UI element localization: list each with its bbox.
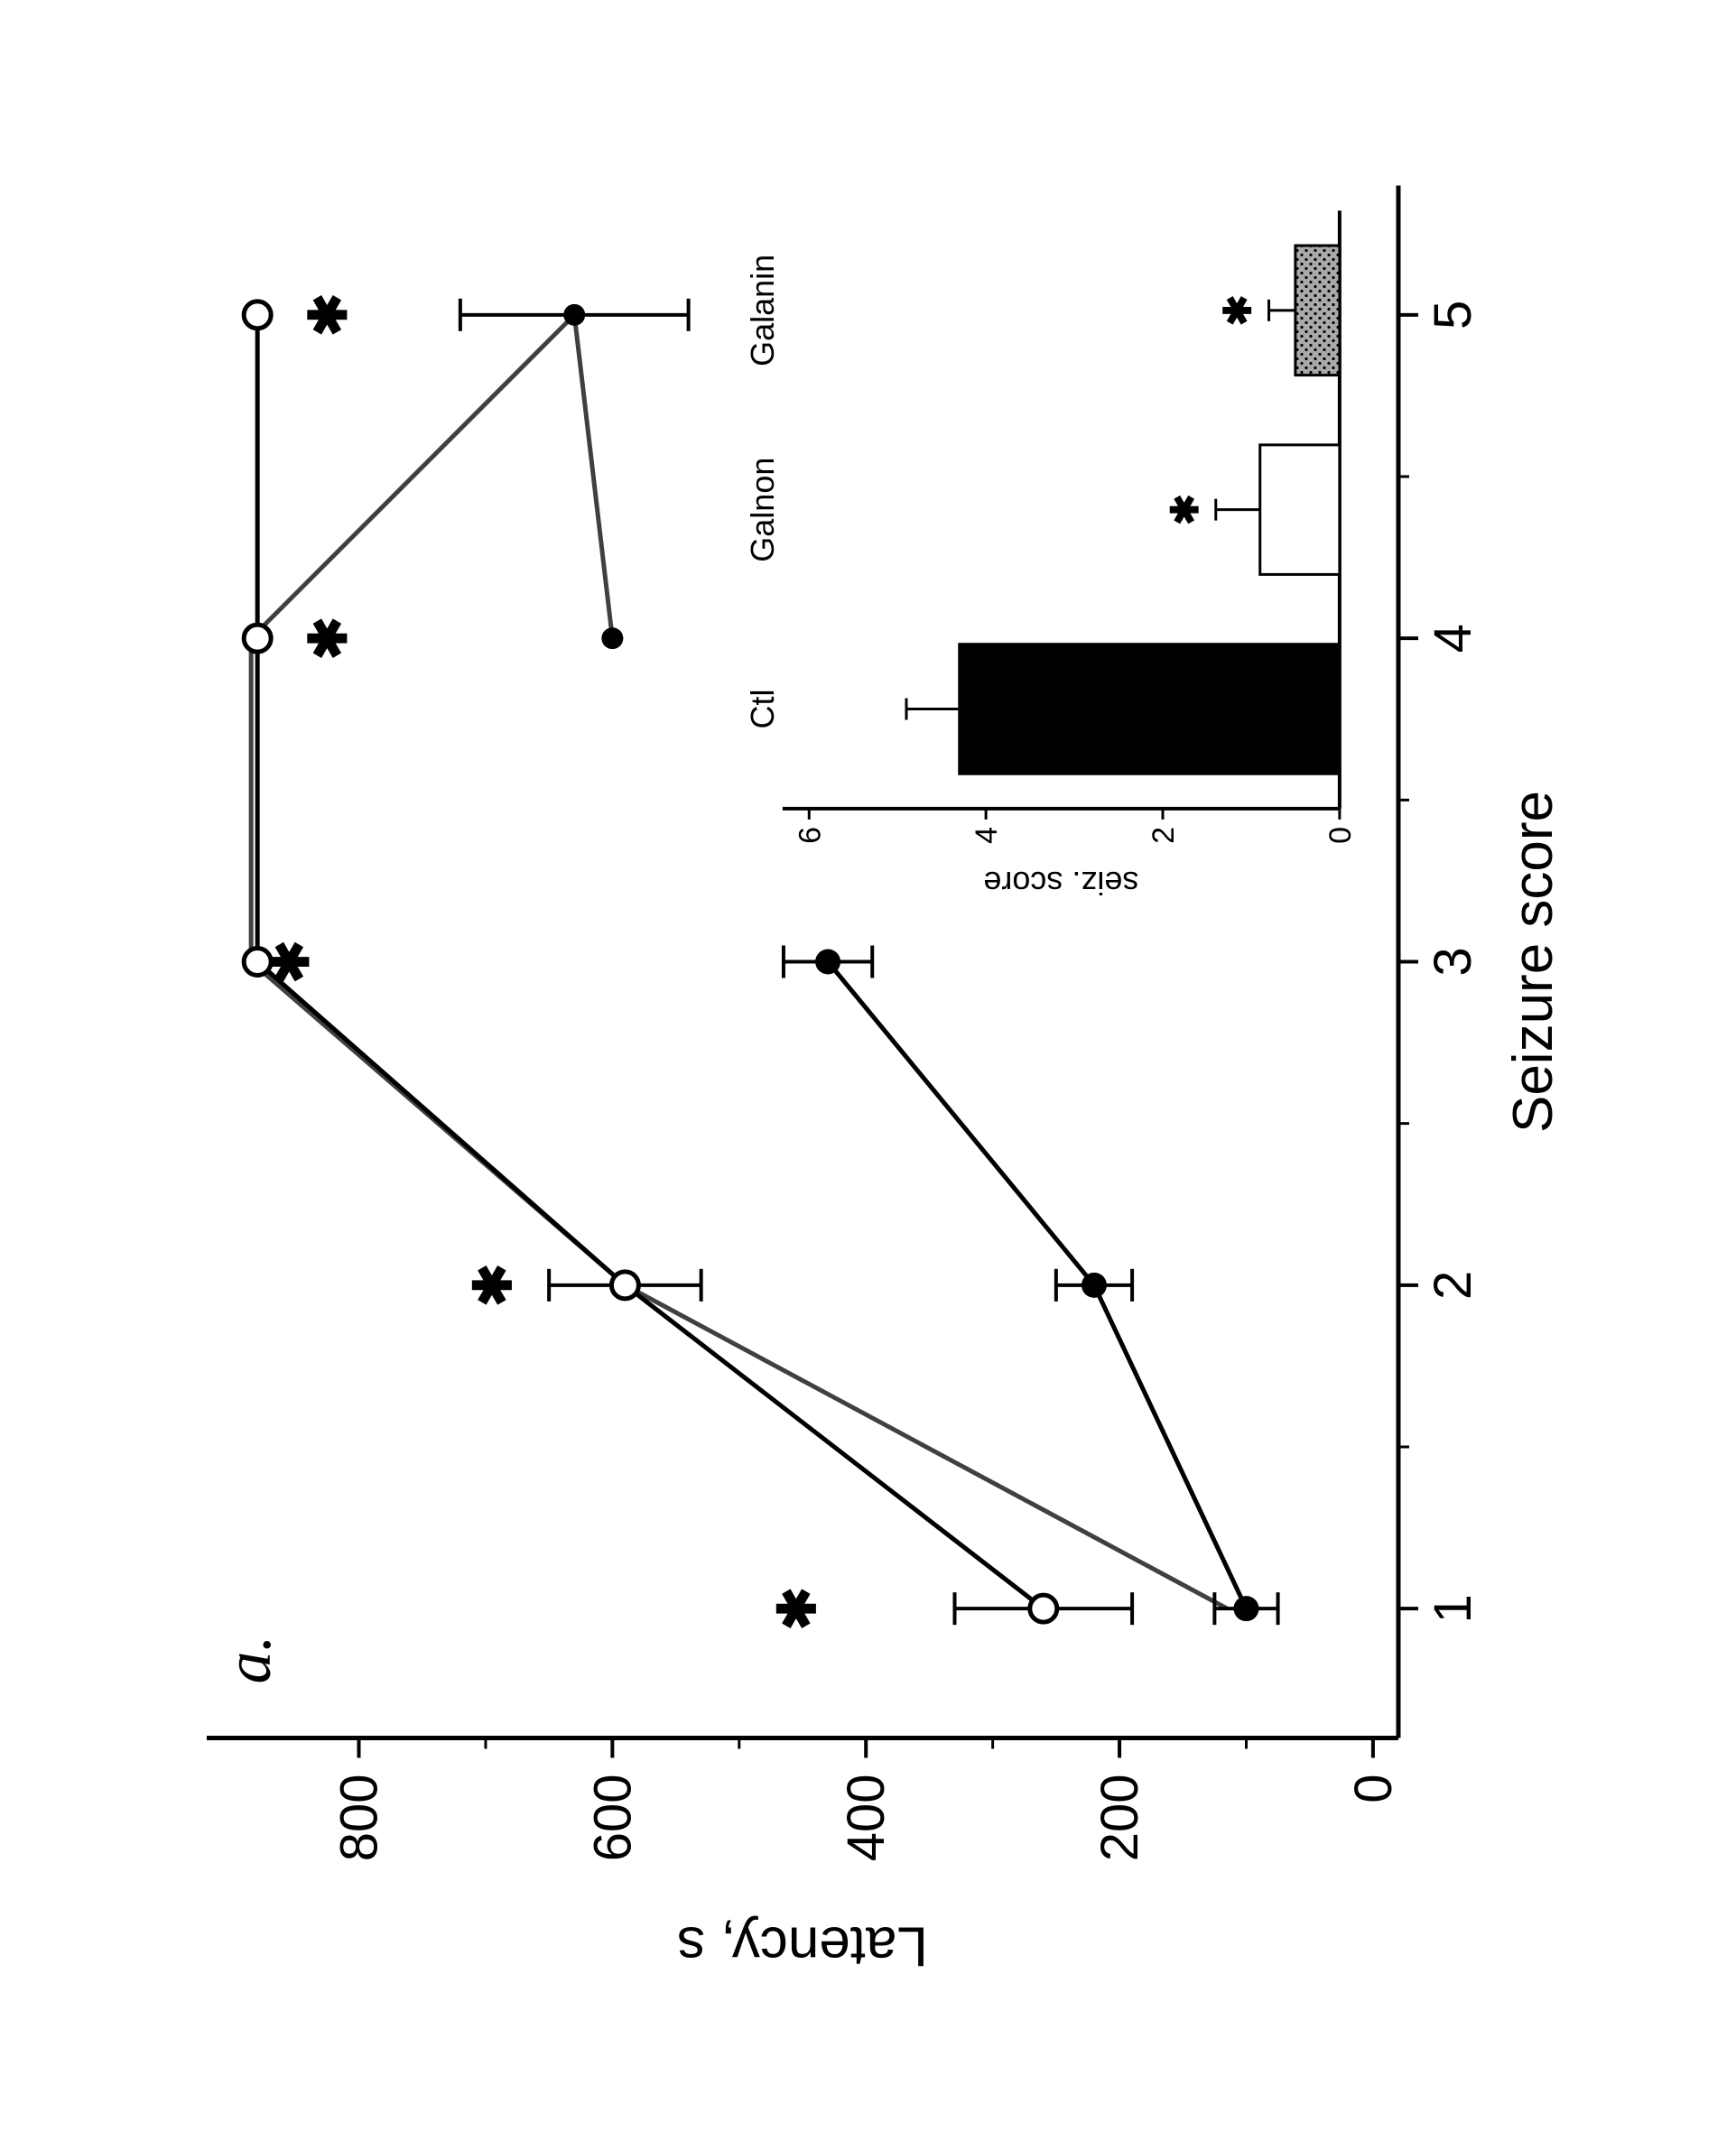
y-tick-label: 400	[837, 1775, 896, 1862]
inset-bar	[1295, 246, 1340, 376]
x-tick-label: 3	[1424, 948, 1482, 977]
inset-y-label: seiz. score	[983, 865, 1138, 902]
chart-container: 1 2 3 4 5 0 200 400 600 800 Seizure score Latency, …	[98, 78, 1638, 2063]
significance-asterisk: ✱	[261, 941, 320, 985]
y-tick-label: 0	[1344, 1775, 1403, 1803]
significance-asterisk: ✱	[299, 293, 357, 338]
inset-y-tick: 4	[970, 827, 1004, 844]
y-tick-label: 200	[1091, 1775, 1149, 1862]
significance-asterisk: ✱	[464, 1264, 523, 1308]
y-tick-label: 600	[583, 1775, 642, 1862]
inset-chart: 0 2 4 6 seiz. score Ctl Galnon ✱ Galanin ✱	[744, 211, 1358, 902]
inset-y-tick: 6	[793, 827, 827, 844]
x-axis-label: Seizure score	[1502, 791, 1564, 1133]
significance-asterisk: ✱	[768, 1587, 827, 1631]
x-tick-label: 2	[1424, 1271, 1482, 1300]
inset-asterisk: ✱	[1217, 295, 1259, 327]
x-tick-label: 5	[1424, 301, 1482, 329]
inset-cat-label: Galnon	[744, 458, 781, 562]
x-tick-label: 1	[1424, 1595, 1482, 1624]
inset-cat-label: Ctl	[744, 690, 781, 729]
main-chart-svg: 1 2 3 4 5 0 200 400 600 800 Seizure score Latency, …	[98, 78, 1633, 2063]
inset-bar	[1260, 445, 1340, 575]
inset-y-tick: 2	[1147, 827, 1181, 844]
page-rotated: 123450200400600800Seizure scoreLatency, …	[0, 203, 1736, 1939]
y-axis-label: Latency, s	[677, 1915, 928, 1978]
panel-label: a.	[212, 1636, 284, 1684]
significance-asterisk: ✱	[299, 616, 357, 661]
inset-y-tick: 0	[1323, 827, 1358, 844]
x-tick-label: 4	[1424, 625, 1482, 653]
y-tick-label: 800	[330, 1775, 389, 1862]
inset-cat-label: Galanin	[744, 255, 781, 366]
inset-asterisk: ✱	[1164, 495, 1206, 526]
inset-bar	[960, 644, 1340, 774]
